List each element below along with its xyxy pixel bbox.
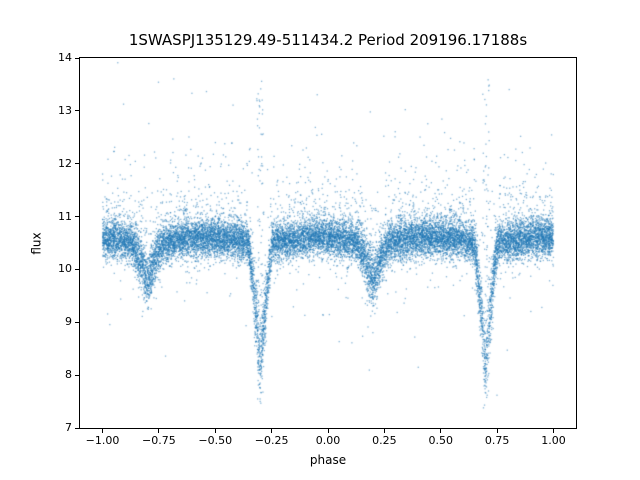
x-tick-label: −0.25 [254, 434, 289, 447]
y-tick-mark [75, 427, 79, 429]
y-tick-label: 14 [58, 51, 72, 64]
x-tick-label: 0.00 [315, 434, 341, 447]
x-tick-mark [214, 429, 216, 433]
x-tick-label: −1.00 [85, 434, 120, 447]
x-tick-label: 0.25 [372, 434, 397, 447]
y-tick-mark [75, 163, 79, 165]
y-tick-label: 11 [58, 209, 72, 223]
y-axis-label: flux [29, 232, 44, 255]
y-tick-label: 13 [58, 103, 72, 117]
x-tick-mark [440, 429, 442, 433]
chart-title: 1SWASPJ135129.49-511434.2 Period 209196.… [128, 31, 528, 49]
x-tick-label: −0.50 [198, 434, 233, 447]
y-tick-label: 7 [65, 421, 72, 434]
x-tick-mark [102, 429, 104, 433]
y-tick-label: 12 [58, 156, 72, 170]
x-tick-label: 0.75 [484, 434, 510, 447]
plot-area [79, 57, 577, 429]
y-tick-mark [75, 321, 79, 323]
y-tick-mark [75, 110, 79, 112]
x-tick-mark [383, 429, 385, 433]
y-tick-mark [75, 216, 79, 218]
y-tick-mark [75, 374, 79, 376]
y-tick-mark [75, 268, 79, 270]
x-tick-label: 0.50 [428, 434, 453, 447]
x-tick-mark [158, 429, 160, 433]
y-tick-label: 9 [65, 315, 72, 329]
x-tick-mark [496, 429, 498, 433]
scatter-points-canvas [80, 58, 576, 428]
x-tick-label: −0.75 [142, 434, 176, 447]
x-tick-label: 1.00 [541, 434, 566, 447]
y-tick-label: 10 [58, 262, 72, 276]
x-tick-mark [327, 429, 329, 433]
x-tick-mark [552, 429, 554, 433]
y-tick-label: 8 [65, 368, 72, 382]
x-axis-label: phase [309, 453, 347, 467]
x-tick-mark [271, 429, 273, 433]
y-tick-mark [75, 57, 79, 59]
